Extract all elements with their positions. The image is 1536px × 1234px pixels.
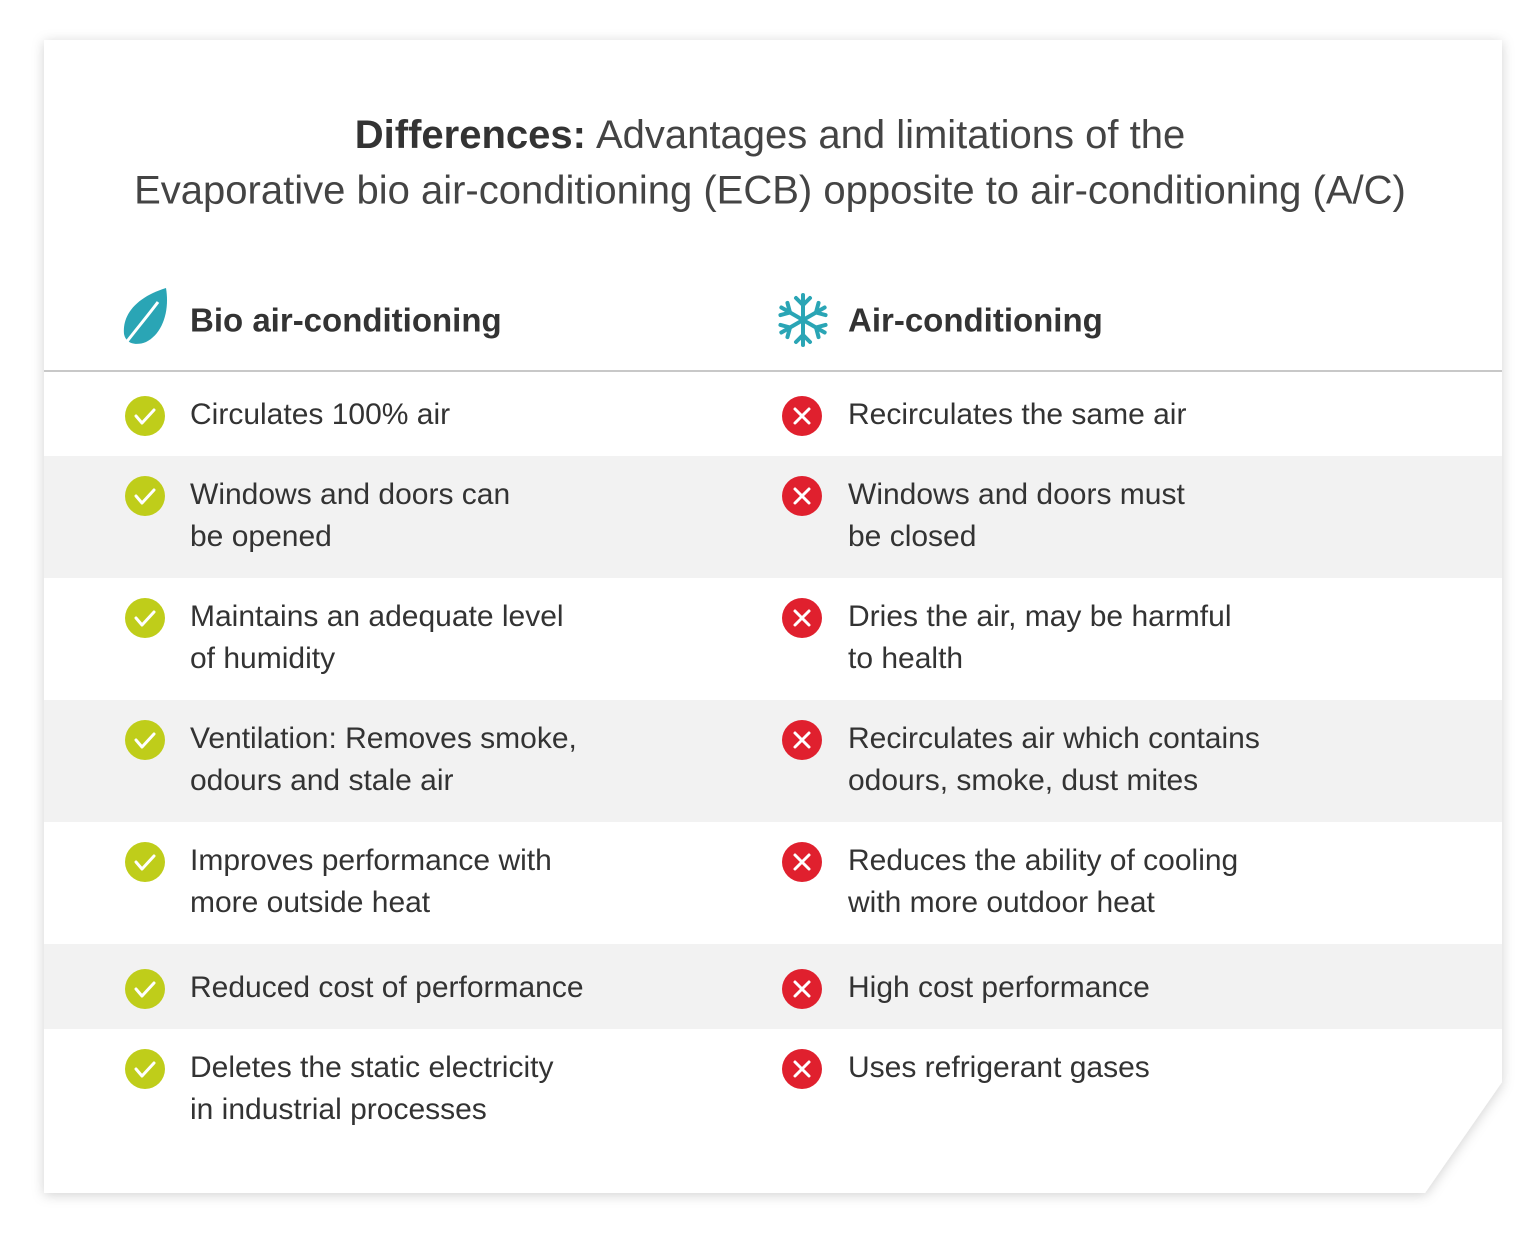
title-rest: Advantages and limitations of the	[596, 113, 1185, 157]
check-circle	[125, 842, 165, 882]
check-icon	[125, 476, 165, 516]
check-icon	[125, 598, 165, 638]
cell-text: of humidity	[190, 642, 335, 675]
check-mark	[134, 408, 156, 425]
check-mark	[134, 1061, 156, 1078]
cross-mark	[793, 731, 811, 749]
title-bold: Differences:	[355, 113, 586, 157]
cell-text: to health	[848, 642, 963, 675]
cross-icon	[782, 969, 822, 1009]
cross-mark	[793, 487, 811, 505]
check-mark	[134, 732, 156, 749]
cell-text: Circulates 100% air	[190, 398, 450, 431]
column-header: Bio air-conditioning	[190, 302, 502, 339]
cross-icon	[782, 720, 822, 760]
check-icon	[125, 396, 165, 436]
check-circle	[125, 476, 165, 516]
check-icon	[125, 720, 165, 760]
cell-text: more outside heat	[190, 886, 431, 919]
cell-text: Deletes the static electricity	[190, 1051, 553, 1084]
cell-text: Reduced cost of performance	[190, 971, 584, 1004]
check-icon	[125, 1049, 165, 1089]
cross-icon	[782, 396, 822, 436]
table-rows	[44, 456, 1502, 1029]
cell-text: odours, smoke, dust mites	[848, 764, 1198, 797]
cross-mark	[793, 1060, 811, 1078]
row-background	[44, 700, 1502, 822]
check-mark	[134, 981, 156, 998]
check-mark	[134, 610, 156, 627]
cell-text: High cost performance	[848, 971, 1150, 1004]
cross-icon	[782, 842, 822, 882]
cross-mark	[793, 407, 811, 425]
cell-text: Maintains an adequate level	[190, 600, 564, 633]
check-circle	[125, 1049, 165, 1089]
check-circle	[125, 969, 165, 1009]
card	[44, 40, 1502, 1193]
column-header: Air-conditioning	[848, 302, 1103, 339]
cell-text: with more outdoor heat	[847, 886, 1156, 919]
check-circle	[125, 720, 165, 760]
check-icon	[125, 842, 165, 882]
cell-text: Windows and doors can	[190, 478, 510, 511]
title: Differences: Advantages and limitations o…	[355, 113, 1185, 157]
cell-text: be opened	[190, 520, 332, 553]
cell-text: Recirculates air which contains	[848, 722, 1260, 755]
cell-text: Improves performance with	[190, 844, 552, 877]
cell-text: Dries the air, may be harmful	[848, 600, 1231, 633]
subtitle: Evaporative bio air-conditioning (ECB) o…	[134, 169, 1406, 213]
check-mark	[134, 854, 156, 871]
cell-text: Uses refrigerant gases	[848, 1051, 1150, 1084]
cell-text: Recirculates the same air	[848, 398, 1186, 431]
cell-text: Windows and doors must	[848, 478, 1185, 511]
leaf-icon	[120, 288, 168, 349]
cross-icon	[782, 598, 822, 638]
cell-text: be closed	[848, 520, 976, 553]
row-background	[44, 456, 1502, 578]
cross-mark	[793, 609, 811, 627]
snowflake-icon	[775, 293, 831, 347]
cell-text: Reduces the ability of cooling	[848, 844, 1238, 877]
check-mark	[134, 488, 156, 505]
check-circle	[125, 598, 165, 638]
cell-text: in industrial processes	[190, 1093, 487, 1126]
cross-icon	[782, 476, 822, 516]
cell-text: Ventilation: Removes smoke,	[190, 722, 577, 755]
cross-mark	[793, 980, 811, 998]
cell-text: odours and stale air	[190, 764, 454, 797]
cross-icon	[782, 1049, 822, 1089]
check-icon	[125, 969, 165, 1009]
cross-mark	[793, 853, 811, 871]
row-background	[44, 944, 1502, 1029]
check-circle	[125, 396, 165, 436]
